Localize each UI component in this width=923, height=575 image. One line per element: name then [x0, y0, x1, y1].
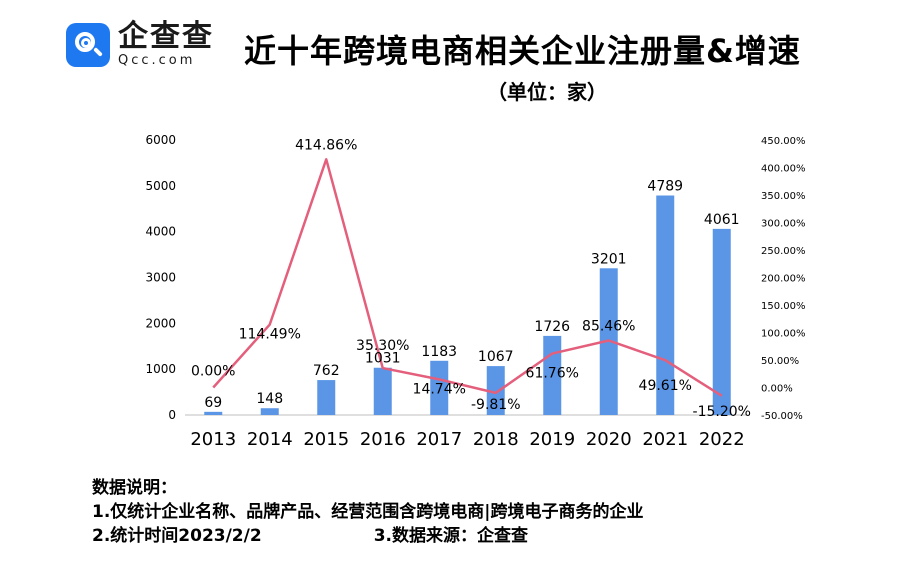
growth-line	[212, 158, 723, 397]
bar-value-label: 762	[313, 363, 340, 379]
x-tick-label: 2017	[416, 429, 462, 450]
bar	[317, 380, 336, 415]
line-value-label: -9.81%	[471, 397, 521, 413]
y-right-tick-label: 150.00%	[761, 301, 806, 312]
bar-value-label: 4789	[647, 179, 683, 195]
y-left-tick-label: 6000	[145, 133, 176, 147]
notes-line2b: 3.数据来源：企查查	[373, 526, 528, 546]
y-left-tick-label: 2000	[145, 316, 176, 330]
line-value-label: 49.61%	[639, 378, 692, 394]
logo-domain: Qcc.com	[118, 53, 196, 68]
notes: 数据说明： 1.仅统计企业名称、品牌产品、经营范围含跨境电商|跨境电子商务的企业…	[92, 476, 644, 548]
y-left-tick-label: 5000	[145, 179, 176, 193]
bar-value-label: 1031	[365, 351, 401, 367]
notes-heading: 数据说明：	[92, 478, 177, 498]
x-tick-label: 2019	[529, 429, 575, 450]
bar	[712, 228, 731, 415]
line-value-label: -15.20%	[693, 404, 751, 420]
line-value-label: 0.00%	[191, 364, 235, 380]
logo: 企查查 Qcc.com	[66, 22, 214, 67]
x-tick-label: 2015	[303, 429, 349, 450]
y-left-tick-label: 4000	[145, 225, 176, 239]
qcc-logo-icon	[66, 22, 110, 67]
y-right-tick-label: 200.00%	[761, 274, 806, 285]
y-right-tick-label: 350.00%	[761, 191, 806, 202]
line-value-label: 14.74%	[413, 381, 466, 397]
notes-line1: 1.仅统计企业名称、品牌产品、经营范围含跨境电商|跨境电子商务的企业	[92, 502, 644, 522]
y-left-tick-label: 0	[168, 408, 176, 422]
x-tick-label: 2016	[360, 429, 406, 450]
bar-value-label: 148	[256, 391, 283, 407]
y-left-tick-label: 3000	[145, 271, 176, 285]
bar	[373, 367, 392, 415]
y-right-tick-label: 0.00%	[761, 384, 793, 395]
y-left-tick-label: 1000	[145, 362, 176, 376]
y-right-tick-label: -50.00%	[761, 411, 803, 422]
y-right-tick-label: 300.00%	[761, 219, 806, 230]
bar-value-label: 3201	[591, 251, 627, 267]
bar-value-label: 1067	[478, 349, 514, 365]
line-value-label: 114.49%	[239, 327, 301, 343]
chart-unit: （单位：家）	[487, 80, 607, 104]
x-tick-label: 2014	[247, 429, 293, 450]
bar-value-label: 4061	[704, 212, 740, 228]
line-value-label: 414.86%	[295, 137, 357, 153]
x-tick-label: 2018	[473, 429, 519, 450]
line-value-label: 85.46%	[582, 318, 635, 334]
line-value-label: 35.30%	[356, 338, 409, 354]
y-right-tick-label: 400.00%	[761, 164, 806, 175]
x-tick-label: 2022	[699, 429, 745, 450]
y-right-tick-label: 50.00%	[761, 356, 799, 367]
y-right-tick-label: 250.00%	[761, 246, 806, 257]
x-tick-label: 2021	[642, 429, 688, 450]
bar-value-label: 1726	[534, 319, 570, 335]
bar-value-label: 69	[204, 395, 222, 411]
bar-value-label: 1183	[421, 344, 457, 360]
chart-title: 近十年跨境电商相关企业注册量&增速	[244, 32, 801, 70]
bar	[656, 195, 675, 415]
y-right-tick-label: 100.00%	[761, 329, 806, 340]
logo-name: 企查查	[118, 19, 214, 54]
notes-line2a: 2.统计时间2023/2/2	[92, 526, 262, 546]
x-tick-label: 2020	[586, 429, 632, 450]
x-tick-label: 2013	[190, 429, 236, 450]
bar	[260, 408, 279, 415]
line-value-label: 61.76%	[526, 366, 579, 382]
bar	[430, 360, 449, 415]
bar	[204, 411, 223, 415]
y-right-tick-label: 450.00%	[761, 136, 806, 147]
chart: 0 1000 2000 3000 4000 5000 6000 -50.00% 0.00% 50.…	[145, 133, 806, 450]
bar	[486, 366, 505, 415]
